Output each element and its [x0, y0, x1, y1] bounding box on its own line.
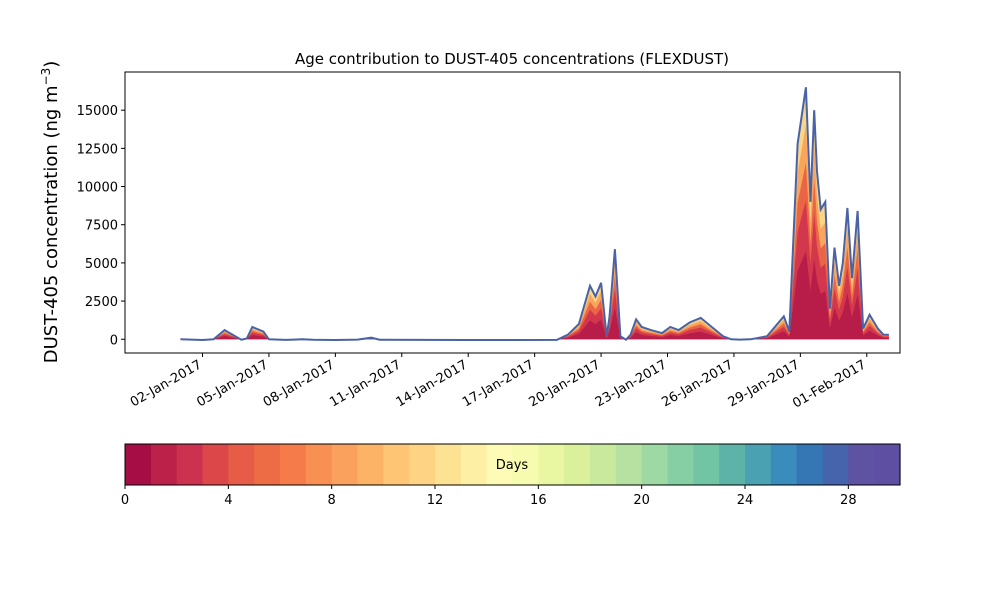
colorbar-tick-label: 20	[633, 493, 650, 508]
colorbar-axis: 0 4 8 12 16 20 24 28	[121, 485, 857, 508]
colorbar-tick-label: 4	[224, 493, 232, 508]
colorbar-segment	[770, 444, 798, 485]
y-tick-label: 2500	[85, 295, 118, 310]
colorbar-segment	[125, 444, 152, 485]
colorbar-segment	[693, 444, 720, 485]
plot-frame	[124, 71, 901, 354]
colorbar-segment	[176, 444, 204, 485]
colorbar-segment	[305, 444, 333, 485]
y-axis: 0 2500 5000 7500 10000 12500 15000	[77, 104, 125, 348]
y-tick-label: 5000	[85, 257, 118, 272]
colorbar-segment	[228, 444, 255, 485]
colorbar-tick-label: 28	[840, 493, 857, 508]
colorbar-segment	[383, 444, 410, 485]
y-axis-label-text: DUST-405 concentration (ng m	[41, 85, 62, 363]
x-tick-label: 08-Jan-2017	[261, 357, 338, 410]
x-tick-label: 23-Jan-2017	[593, 357, 670, 410]
colorbar-segment	[512, 444, 539, 485]
colorbar-tick-label: 24	[737, 493, 754, 508]
colorbar-segment	[822, 444, 849, 485]
total-concentration-line	[180, 87, 889, 342]
x-tick-label: 20-Jan-2017	[526, 357, 603, 410]
colorbar	[125, 444, 901, 485]
x-tick-label: 01-Feb-2017	[790, 357, 869, 411]
colorbar-segment	[202, 444, 229, 485]
colorbar-segment	[641, 444, 669, 485]
colorbar-segment	[357, 444, 384, 485]
x-tick-label: 02-Jan-2017	[128, 357, 205, 410]
colorbar-segment	[150, 444, 178, 485]
colorbar-frame	[124, 443, 901, 486]
colorbar-tick-label: 12	[427, 493, 444, 508]
y-axis-label-close: )	[41, 61, 62, 68]
colorbar-segment	[409, 444, 436, 485]
colorbar-segment	[719, 444, 746, 485]
age-layer-area	[180, 162, 889, 340]
colorbar-segment	[254, 444, 281, 485]
colorbar-tick-label: 16	[530, 493, 547, 508]
y-tick-label: 15000	[77, 104, 118, 119]
colorbar-segment	[486, 444, 514, 485]
x-tick-label: 17-Jan-2017	[460, 357, 537, 410]
colorbar-segment	[280, 444, 307, 485]
colorbar-label: Days	[496, 458, 529, 473]
colorbar-segment	[615, 444, 643, 485]
colorbar-segment	[460, 444, 488, 485]
x-tick-label: 14-Jan-2017	[394, 357, 471, 410]
y-axis-label-exponent: −3	[39, 68, 53, 86]
age-layer-area	[180, 125, 889, 340]
colorbar-segment	[331, 444, 359, 485]
chart-title: Age contribution to DUST-405 concentrati…	[295, 50, 729, 68]
stacked-area-layers	[180, 87, 889, 340]
y-axis-label: DUST-405 concentration (ng m−3)	[39, 61, 62, 364]
y-tick-label: 7500	[85, 219, 118, 234]
colorbar-segment	[590, 444, 617, 485]
x-tick-label: 11-Jan-2017	[327, 357, 404, 410]
colorbar-segment	[745, 444, 772, 485]
x-tick-label: 29-Jan-2017	[726, 357, 803, 410]
colorbar-segment	[848, 444, 875, 485]
colorbar-segment	[435, 444, 462, 485]
colorbar-tick-label: 0	[121, 493, 129, 508]
x-axis: 02-Jan-201705-Jan-201708-Jan-201711-Jan-…	[128, 353, 869, 411]
colorbar-segment	[564, 444, 591, 485]
age-layer-area	[180, 251, 889, 340]
x-tick-label: 26-Jan-2017	[659, 357, 736, 410]
colorbar-segment	[796, 444, 824, 485]
y-tick-label: 12500	[77, 142, 118, 157]
colorbar-segment	[538, 444, 565, 485]
age-layer-area	[180, 87, 889, 340]
y-tick-label: 10000	[77, 181, 118, 196]
colorbar-segment	[667, 444, 694, 485]
y-tick-label: 0	[110, 333, 118, 348]
x-tick-label: 05-Jan-2017	[194, 357, 271, 410]
colorbar-segment	[874, 444, 901, 485]
colorbar-tick-label: 8	[328, 493, 336, 508]
